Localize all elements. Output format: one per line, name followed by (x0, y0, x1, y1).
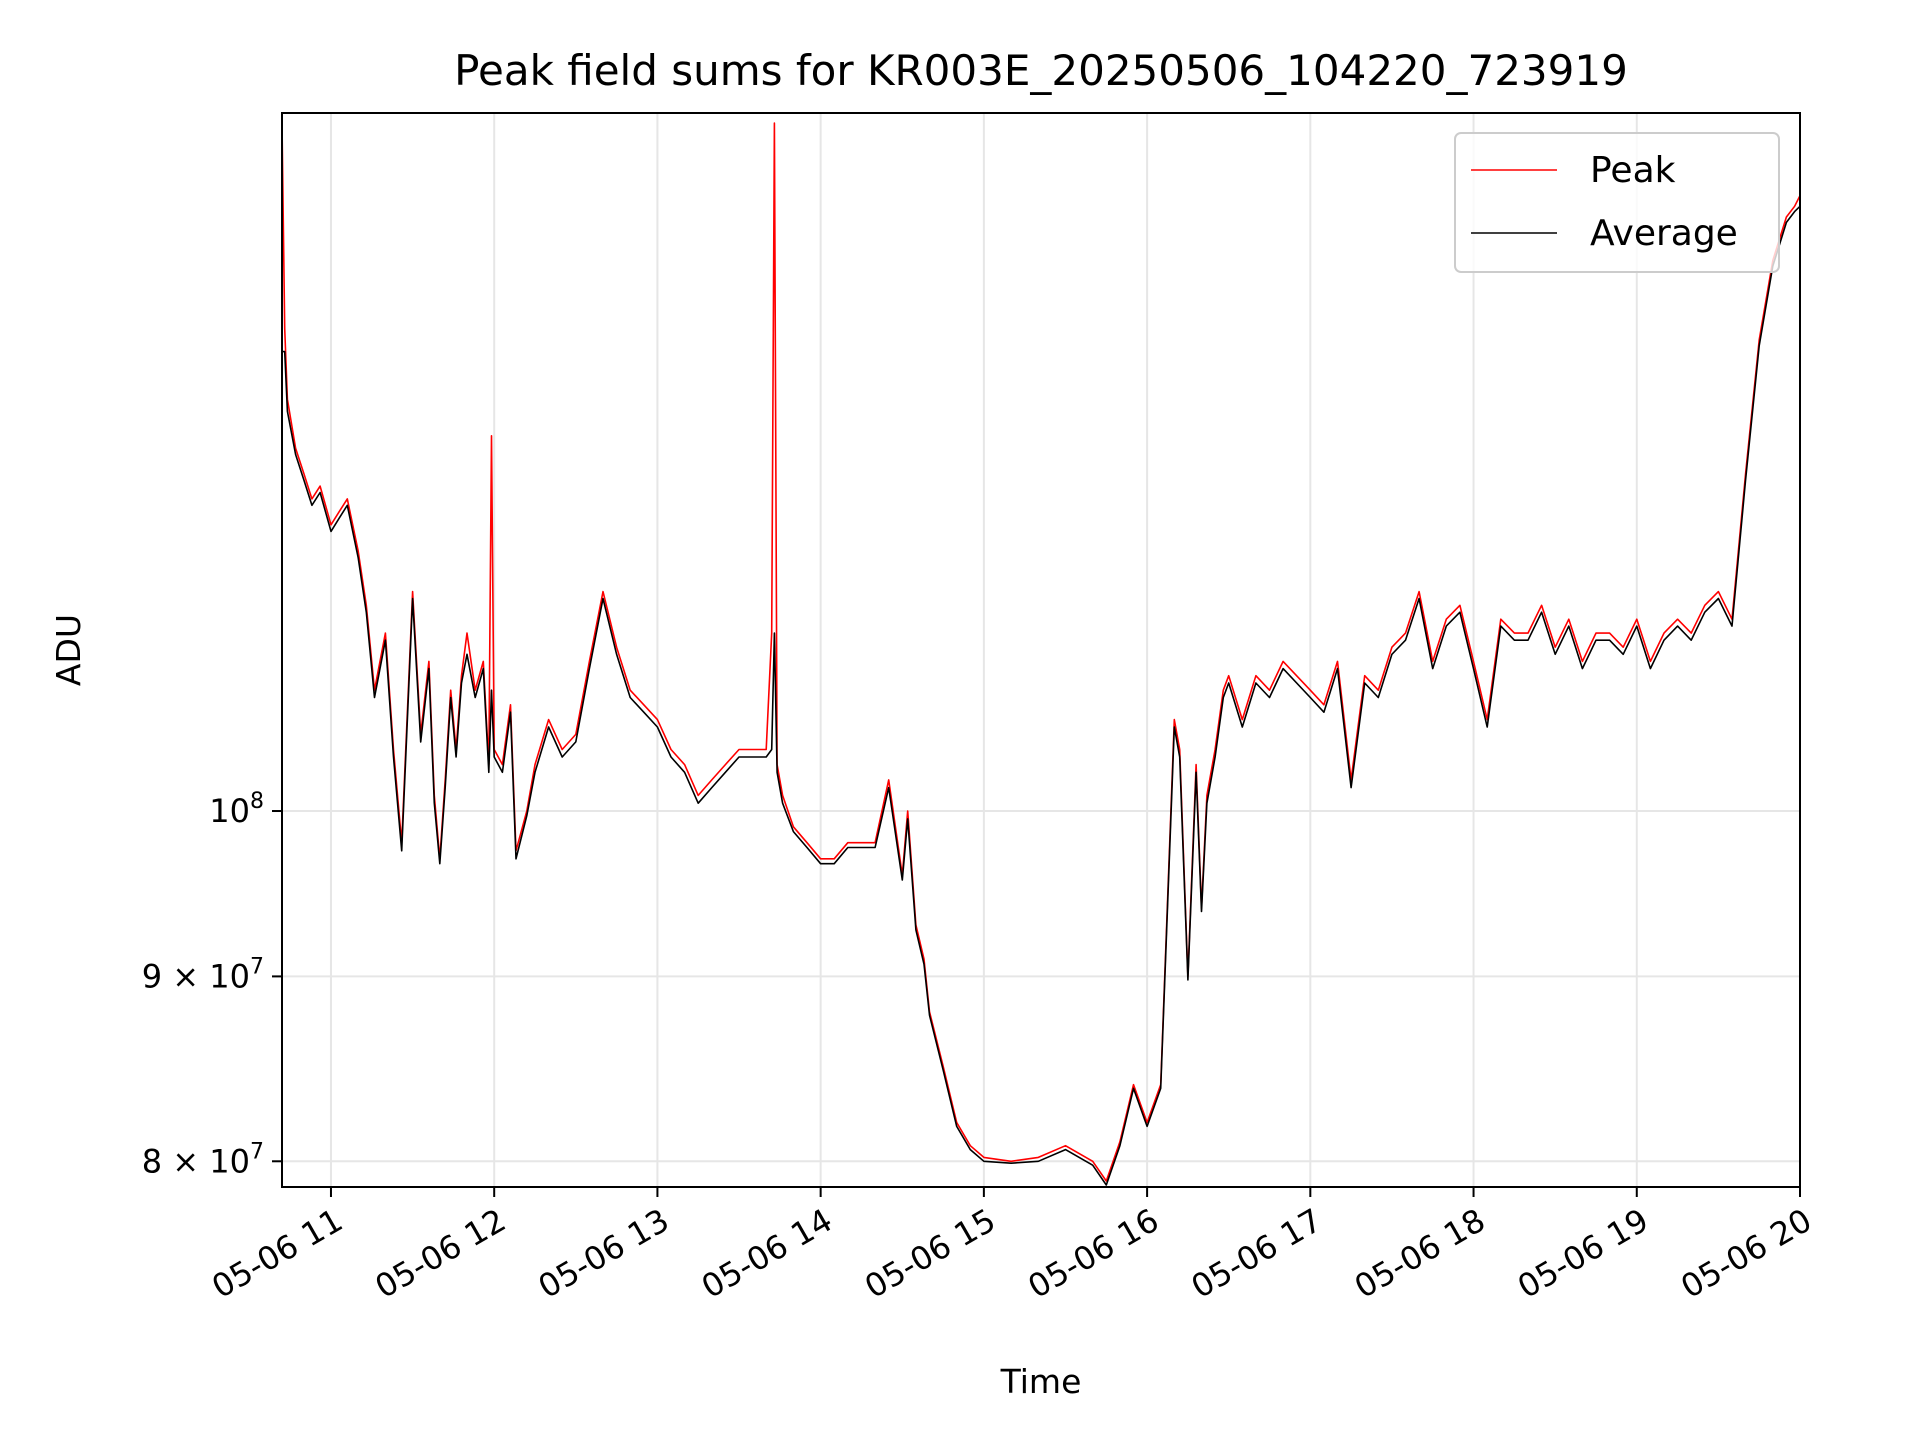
legend-label-average: Average (1590, 213, 1738, 254)
legend-box (1454, 132, 1780, 273)
legend: Peak Average (1454, 132, 1780, 273)
x-axis-label: Time (1000, 1362, 1082, 1401)
plot-frame (281, 112, 1801, 1188)
legend-label-peak: Peak (1590, 150, 1676, 191)
y-tick-label: 108 (209, 789, 264, 830)
y-tick-label: 9 × 107 (142, 954, 264, 995)
plot-area (282, 122, 1800, 1186)
series-line-average (282, 205, 1800, 1186)
y-axis-label: ADU (49, 614, 88, 686)
chart-title: Peak field sums for KR003E_20250506_1042… (454, 46, 1628, 95)
y-tick-label: 8 × 107 (142, 1139, 264, 1180)
